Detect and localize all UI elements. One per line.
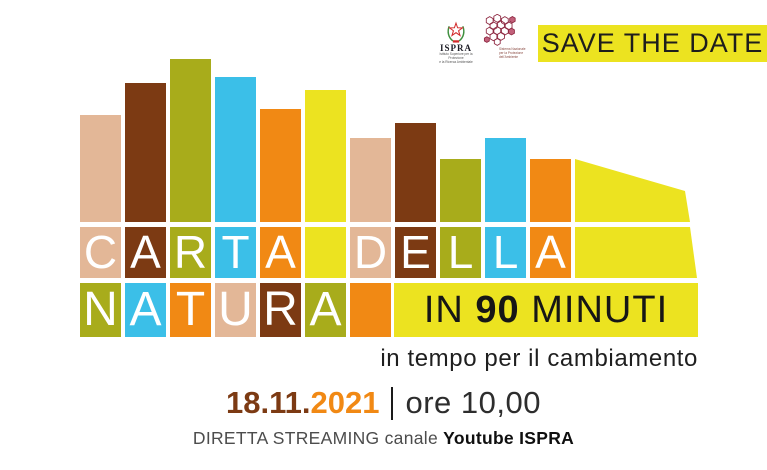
- chart-bar-11: [530, 159, 571, 222]
- title-letter-T: T: [215, 227, 256, 278]
- title-letter-R: R: [260, 283, 301, 337]
- tagline: in tempo per il cambiamento: [380, 345, 698, 372]
- title-letter-C: C: [80, 227, 121, 278]
- chart-bar-9: [440, 159, 481, 222]
- snpa-caption-line: dell'Ambiente: [499, 54, 519, 59]
- chart-bar-5: [260, 109, 301, 222]
- title-letter-T: T: [170, 283, 211, 337]
- chart-bar-10: [485, 138, 526, 222]
- title-letter-E: E: [395, 227, 436, 278]
- title-letter-A: A: [125, 227, 166, 278]
- title-letter-L: L: [485, 227, 526, 278]
- chart-bar-6: [305, 90, 346, 222]
- banner-text: IN: [423, 288, 476, 331]
- save-the-date-label: SAVE THE DATE: [541, 28, 764, 58]
- event-date: 18.11.: [226, 385, 311, 420]
- title-letter-A: A: [125, 283, 166, 337]
- chart-bar-8: [395, 123, 436, 222]
- separator-bar: [391, 386, 394, 420]
- chart-bar-3: [170, 59, 211, 222]
- title-letter-L: L: [440, 227, 481, 278]
- snpa-caption-line: Sistema Nazionale: [499, 47, 526, 51]
- snpa-network-icon: [483, 14, 516, 46]
- snpa-logo-caption: Sistema Nazionale per la Protezione dell…: [499, 47, 526, 59]
- streaming-label: DIRETTA STREAMING canale: [192, 428, 444, 448]
- snpa-caption-line: per la Protezione: [499, 50, 524, 55]
- title-letter-A: A: [260, 227, 301, 278]
- banner-number: 90: [475, 288, 520, 331]
- streaming-info: DIRETTA STREAMING canale Youtube ISPRA: [0, 428, 767, 449]
- ispra-emblem-icon: [447, 21, 465, 43]
- ispra-logo: ISPRA Istituto Superiore per la Protezio…: [434, 20, 478, 64]
- banner-text: MINUTI: [519, 288, 669, 331]
- title-letter-A: A: [530, 227, 571, 278]
- title-letter-A: A: [305, 283, 346, 337]
- title-letter-R: R: [170, 227, 211, 278]
- ispra-logo-text: ISPRA: [439, 43, 472, 53]
- title-blank-block: [350, 283, 391, 337]
- streaming-channel: Youtube ISPRA: [443, 428, 575, 448]
- chart-bar-4: [215, 77, 256, 222]
- event-year: 2021: [310, 385, 380, 420]
- in-90-minuti-banner: IN 90 MINUTI: [394, 283, 698, 337]
- event-date-time: 18.11. 2021 ore 10,00: [0, 385, 767, 421]
- yellow-polygon-middle: [575, 227, 697, 278]
- save-the-date-banner: SAVE THE DATE: [538, 25, 767, 62]
- title-letter-D: D: [350, 227, 391, 278]
- chart-bar-7: [350, 138, 391, 222]
- ispra-logo-caption: e la Ricerca Ambientale: [439, 59, 473, 64]
- snpa-logo: Sistema Nazionale per la Protezione dell…: [479, 14, 537, 62]
- title-letter-U: U: [215, 283, 256, 337]
- chart-bar-2: [125, 83, 166, 222]
- title-letter-N: N: [80, 283, 121, 337]
- event-time: ore 10,00: [405, 385, 541, 420]
- ispra-logo-caption: Istituto Superiore per la Protezione: [439, 52, 473, 60]
- title-blank-block: [305, 227, 346, 278]
- chart-bar-1: [80, 115, 121, 222]
